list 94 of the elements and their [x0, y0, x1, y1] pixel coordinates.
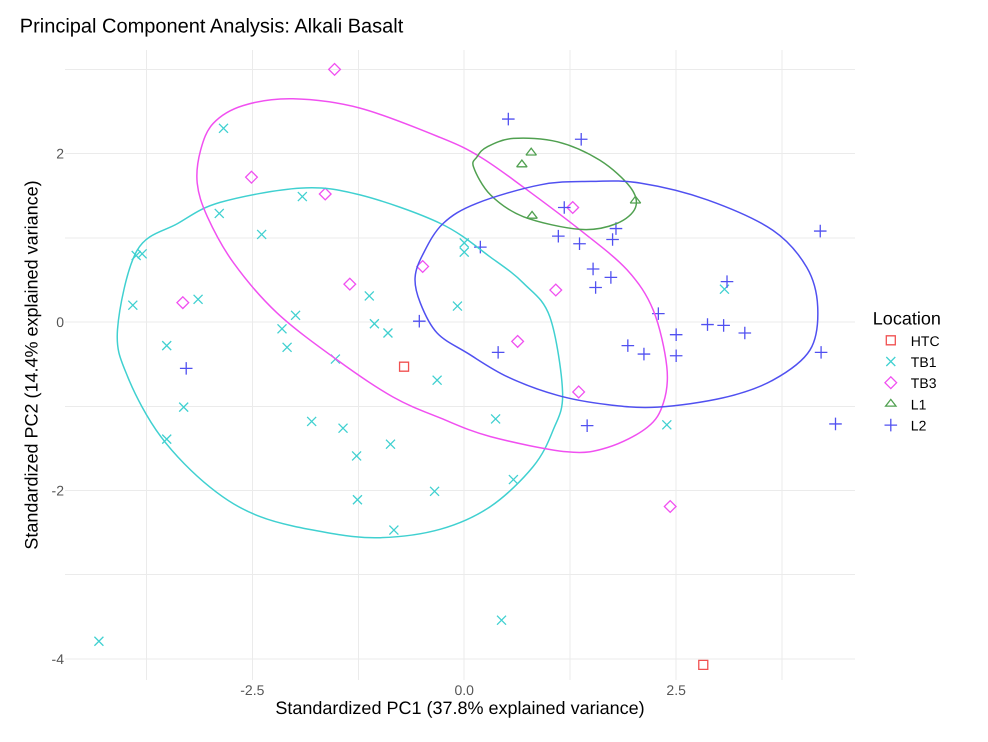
- legend-label: TB1: [910, 354, 937, 370]
- point: [432, 375, 442, 386]
- point: [388, 524, 400, 536]
- point: [282, 342, 292, 352]
- point: [501, 112, 516, 126]
- x-axis-title: Standardized PC1 (37.8% explained variance): [275, 698, 645, 718]
- point: [490, 414, 501, 424]
- point: [162, 434, 172, 444]
- point: [526, 210, 538, 219]
- point: [700, 318, 714, 332]
- point: [338, 423, 348, 434]
- point: [636, 347, 651, 361]
- point: [586, 262, 600, 276]
- point: [290, 310, 301, 320]
- point: [276, 324, 288, 334]
- point: [128, 300, 138, 310]
- point: [580, 418, 594, 433]
- point: [574, 132, 588, 146]
- point: [218, 123, 229, 134]
- point: [620, 338, 635, 353]
- point: [94, 636, 104, 646]
- point: [566, 201, 580, 214]
- point: [459, 238, 470, 248]
- point: [814, 345, 828, 360]
- point: [429, 486, 440, 496]
- point: [719, 284, 730, 294]
- point: [606, 232, 620, 246]
- legend-label: HTC: [910, 332, 940, 349]
- point: [669, 348, 684, 363]
- point: [343, 278, 356, 291]
- point: [572, 236, 586, 251]
- y-tick-label: -4: [52, 650, 64, 667]
- point: [256, 229, 267, 240]
- point: [828, 417, 842, 431]
- point: [297, 191, 308, 202]
- point: [136, 248, 148, 259]
- point: [318, 188, 332, 201]
- legend-label: TB3: [910, 375, 937, 392]
- y-tick-label: 0: [56, 314, 64, 330]
- point: [178, 402, 189, 412]
- point: [385, 439, 396, 450]
- legend-title: Location: [872, 308, 941, 329]
- point: [572, 385, 586, 398]
- point: [352, 494, 363, 505]
- point: [664, 500, 677, 513]
- point: [716, 318, 731, 332]
- point: [244, 170, 258, 184]
- point: [328, 62, 342, 76]
- point: [416, 260, 430, 273]
- point: [813, 224, 828, 238]
- point: [214, 208, 224, 219]
- legend-label: L1: [910, 396, 927, 412]
- point: [131, 250, 142, 261]
- point: [351, 450, 362, 462]
- point: [192, 294, 204, 304]
- point: [176, 296, 190, 310]
- point: [609, 222, 623, 236]
- point: [382, 328, 394, 338]
- point: [698, 660, 708, 670]
- point: [549, 284, 562, 297]
- point: [738, 326, 752, 340]
- point: [511, 334, 524, 348]
- y-axis-title: Standardized PC2 (14.4% explained variance): [22, 180, 42, 550]
- x-tick-label: 0.0: [454, 682, 474, 698]
- point: [551, 229, 566, 244]
- point: [162, 340, 172, 351]
- point: [516, 159, 528, 168]
- point: [412, 314, 426, 328]
- x-tick-label: -2.5: [240, 682, 265, 698]
- y-tick-label: 2: [56, 146, 64, 162]
- point: [398, 362, 410, 372]
- point: [364, 290, 374, 302]
- chart-title: Principal Component Analysis: Alkali Basalt: [20, 16, 404, 38]
- point: [473, 240, 488, 254]
- point: [557, 200, 572, 214]
- point: [720, 274, 734, 289]
- point: [491, 345, 506, 360]
- x-tick-label: 2.5: [666, 682, 686, 698]
- y-tick-label: -2: [52, 482, 64, 498]
- point: [669, 328, 684, 342]
- point: [179, 361, 194, 376]
- point: [604, 270, 618, 284]
- point: [330, 354, 341, 364]
- point: [508, 474, 519, 485]
- point: [662, 420, 672, 430]
- point: [496, 615, 507, 626]
- point: [459, 246, 470, 258]
- point: [630, 196, 642, 204]
- legend-label: L2: [910, 418, 927, 434]
- point: [369, 318, 380, 329]
- point: [588, 280, 603, 294]
- point: [452, 300, 463, 312]
- point: [651, 306, 666, 321]
- point: [306, 416, 317, 427]
